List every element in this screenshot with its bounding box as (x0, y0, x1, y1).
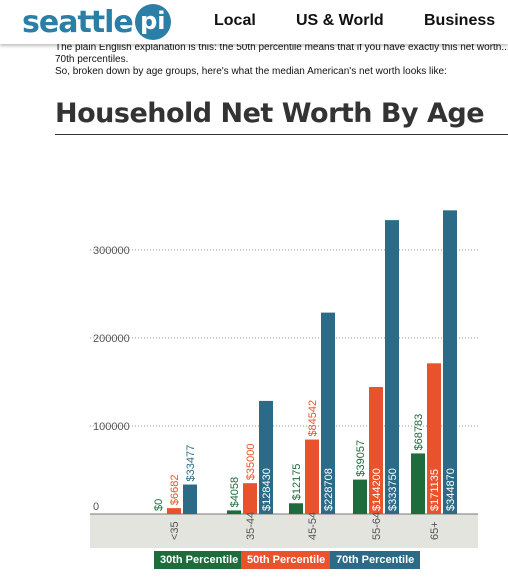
logo-text: seattle (22, 4, 134, 40)
data-label: $228708 (323, 468, 335, 511)
y-tick-label: 100000 (93, 421, 130, 433)
bar (289, 503, 303, 514)
data-label: $12175 (291, 464, 303, 501)
bar (369, 387, 383, 514)
y-tick-label: 0 (93, 501, 99, 513)
data-label: $39057 (355, 440, 367, 477)
data-label: $68783 (413, 414, 425, 451)
x-tick-label: 45-54 (307, 512, 319, 540)
data-label: $128430 (261, 468, 273, 511)
data-label: $333750 (387, 468, 399, 511)
bar (183, 484, 197, 514)
legend-item: 70th Percentile (330, 551, 421, 569)
legend-item: 30th Percentile (154, 551, 245, 569)
site-header: seattle pi Local US & World Business (0, 0, 508, 44)
x-axis-band (90, 514, 478, 548)
data-label: $6682 (169, 475, 181, 506)
article-line: The plain English explanation is this: t… (55, 42, 508, 53)
y-tick-label: 200000 (93, 333, 130, 345)
article-line: So, broken down by age groups, here's wh… (55, 66, 447, 77)
bar (227, 510, 241, 514)
data-label: $144200 (371, 468, 383, 511)
logo-pi-badge: pi (134, 4, 171, 40)
bar (385, 220, 399, 515)
nav-local[interactable]: Local (214, 12, 256, 29)
bar (427, 363, 441, 514)
data-label: $4058 (229, 477, 241, 508)
bar (305, 439, 319, 514)
bar (353, 479, 367, 514)
y-tick-label: 300000 (93, 245, 130, 257)
bar (259, 400, 273, 514)
data-label: $171135 (429, 469, 441, 511)
article-line: 70th percentiles. (55, 54, 129, 65)
data-label: $35000 (245, 443, 257, 480)
data-label: $0 (153, 499, 165, 511)
bar (443, 210, 457, 514)
x-tick-label: <35 (169, 521, 181, 540)
site-logo[interactable]: seattle pi (22, 4, 171, 40)
bar (243, 483, 257, 514)
bar (167, 508, 181, 514)
data-label: $344870 (445, 468, 457, 511)
data-label: $33477 (185, 445, 197, 482)
x-tick-label: 35-44 (245, 512, 257, 540)
chart-title: Household Net Worth By Age (55, 98, 485, 129)
bar (411, 453, 425, 514)
legend-item: 50th Percentile (241, 551, 332, 569)
nav-us-world[interactable]: US & World (296, 12, 384, 29)
data-label: $84542 (307, 400, 319, 437)
title-divider (55, 134, 508, 135)
nav-business[interactable]: Business (424, 12, 496, 29)
article-text: The plain English explanation is this: t… (55, 42, 508, 78)
bar (321, 312, 335, 514)
x-tick-label: 65+ (429, 521, 441, 540)
x-tick-label: 55-64 (371, 512, 383, 540)
